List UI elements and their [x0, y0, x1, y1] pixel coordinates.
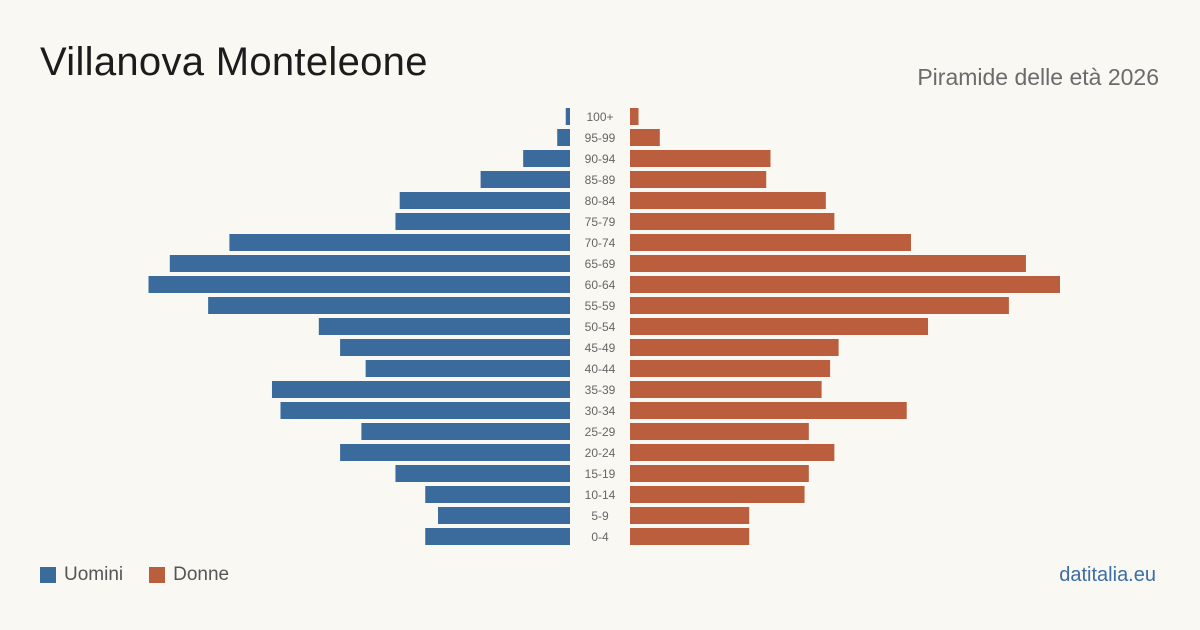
brand-link[interactable]: datitalia.eu [1059, 564, 1156, 586]
bar-women-90-94 [630, 150, 771, 167]
bar-women-25-29 [630, 423, 809, 440]
age-label-90-94: 90-94 [585, 152, 616, 166]
bar-women-0-4 [630, 528, 750, 545]
bar-men-55-59 [208, 297, 570, 314]
bar-women-45-49 [630, 339, 839, 356]
bar-men-30-34 [280, 402, 570, 419]
bar-men-85-89 [480, 171, 570, 188]
bar-men-15-19 [395, 465, 570, 482]
age-label-20-24: 20-24 [585, 446, 616, 460]
age-label-70-74: 70-74 [585, 236, 616, 250]
bar-women-20-24 [630, 444, 835, 461]
bar-men-100plus [565, 108, 570, 125]
bar-men-60-64 [148, 276, 571, 293]
age-label-25-29: 25-29 [585, 425, 616, 439]
bar-women-10-14 [630, 486, 805, 503]
age-label-0-4: 0-4 [591, 530, 609, 544]
chart-title: Villanova Monteleone [40, 40, 428, 84]
bar-men-95-99 [557, 129, 570, 146]
age-label-45-49: 45-49 [585, 341, 616, 355]
bar-men-35-39 [271, 381, 570, 398]
age-label-65-69: 65-69 [585, 257, 616, 271]
population-pyramid: 100+ 95-99 90-94 85-89 80-84 75-79 70-74 65-69 6… [148, 108, 1060, 545]
age-label-50-54: 50-54 [585, 320, 616, 334]
age-label-15-19: 15-19 [585, 467, 616, 481]
bar-men-40-44 [365, 360, 570, 377]
bar-men-45-49 [340, 339, 570, 356]
bar-men-20-24 [340, 444, 570, 461]
age-label-60-64: 60-64 [585, 278, 616, 292]
bar-men-25-29 [361, 423, 570, 440]
age-label-35-39: 35-39 [585, 383, 616, 397]
bar-men-50-54 [318, 318, 570, 335]
bar-women-100plus [630, 108, 639, 125]
bar-women-50-54 [630, 318, 929, 335]
age-label-30-34: 30-34 [585, 404, 616, 418]
bar-women-95-99 [630, 129, 660, 146]
bar-men-5-9 [438, 507, 570, 524]
bar-women-85-89 [630, 171, 767, 188]
age-label-100plus: 100+ [586, 110, 613, 124]
age-label-5-9: 5-9 [591, 509, 609, 523]
bar-women-75-79 [630, 213, 835, 230]
bar-women-55-59 [630, 297, 1009, 314]
bar-men-90-94 [523, 150, 570, 167]
legend: Uomini Donne [40, 564, 255, 586]
legend-swatch-men [40, 567, 56, 583]
bar-men-0-4 [425, 528, 570, 545]
legend-label-women: Donne [173, 564, 230, 585]
bar-women-15-19 [630, 465, 809, 482]
bar-men-80-84 [399, 192, 570, 209]
chart-subtitle: Piramide delle età 2026 [917, 64, 1159, 90]
bar-women-60-64 [630, 276, 1060, 293]
age-label-85-89: 85-89 [585, 173, 616, 187]
bar-men-65-69 [169, 255, 570, 272]
bar-women-30-34 [630, 402, 907, 419]
bar-men-75-79 [395, 213, 570, 230]
age-label-10-14: 10-14 [585, 488, 616, 502]
legend-item-men: Uomini [40, 564, 123, 586]
age-label-75-79: 75-79 [585, 215, 616, 229]
bar-women-5-9 [630, 507, 750, 524]
bar-women-65-69 [630, 255, 1026, 272]
bar-men-10-14 [425, 486, 570, 503]
age-label-55-59: 55-59 [585, 299, 616, 313]
legend-item-women: Donne [149, 564, 229, 586]
bar-women-40-44 [630, 360, 831, 377]
age-label-80-84: 80-84 [585, 194, 616, 208]
bar-women-80-84 [630, 192, 826, 209]
age-label-40-44: 40-44 [585, 362, 616, 376]
legend-swatch-women [149, 567, 166, 583]
bar-women-35-39 [630, 381, 822, 398]
bar-men-70-74 [229, 234, 570, 251]
bar-women-70-74 [630, 234, 911, 251]
legend-label-men: Uomini [64, 564, 124, 585]
age-label-95-99: 95-99 [585, 131, 616, 145]
